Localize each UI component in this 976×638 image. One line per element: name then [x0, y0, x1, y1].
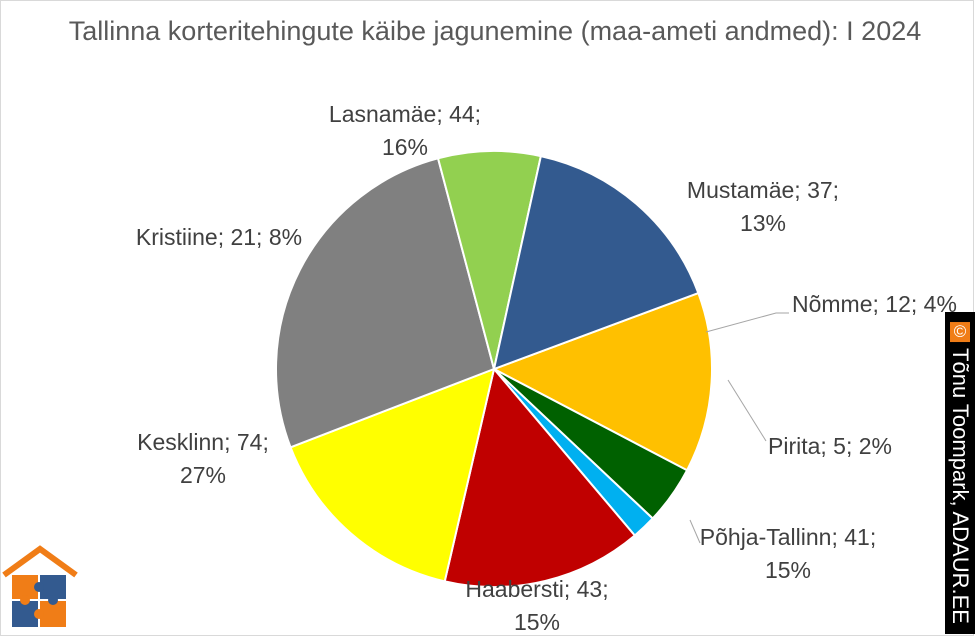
watermark-text-group: © Tõnu Toompark, ADAUR.EE — [947, 322, 973, 624]
leader-line-põhja-tallinn — [689, 519, 701, 544]
leader-lines — [689, 312, 789, 544]
data-label-põhja-tallinn: Põhja-Tallinn; 41; 15% — [700, 524, 876, 583]
pie-slices — [275, 150, 713, 588]
watermark-text: Tõnu Toompark, ADAUR.EE — [948, 348, 973, 624]
pie-slice-kesklinn — [275, 157, 496, 449]
copyright-icon: © — [950, 322, 970, 343]
pie-slice-haabersti — [289, 367, 496, 583]
pie-slice-kristiine — [436, 150, 543, 370]
data-label-pirita: Pirita; 5; 2% — [768, 433, 892, 459]
pie-slice-põhja-tallinn — [443, 366, 637, 588]
house-puzzle-logo-icon — [2, 545, 78, 627]
data-label-nõmme: Nõmme; 12; 4% — [792, 291, 957, 317]
watermark: © Tõnu Toompark, ADAUR.EE — [945, 312, 975, 634]
leader-line-nõmme — [705, 312, 789, 333]
logo-piece-4 — [40, 601, 66, 627]
data-labels: Mustamäe; 37; 13% Nõmme; 12; 4% Pirita; 5; … — [136, 101, 957, 635]
pie-slice-lasnamäe — [492, 154, 700, 371]
logo-knob-4 — [34, 609, 44, 619]
leader-line-pirita — [727, 379, 767, 442]
logo-knob-1 — [34, 582, 44, 592]
logo-piece-3 — [12, 601, 38, 627]
data-label-kesklinn: Kesklinn; 74; 27% — [137, 429, 269, 488]
data-label-kristiine: Kristiine; 21; 8% — [136, 224, 302, 250]
data-label-haabersti: Haabersti; 43; 15% — [465, 576, 608, 635]
logo-knob-3 — [48, 595, 58, 605]
chart-title: Tallinna korteritehingute käibe jagunemi… — [68, 16, 922, 46]
data-label-lasnamäe: Lasnamäe; 44; 16% — [329, 101, 481, 160]
logo-knob-2 — [20, 595, 30, 605]
logo-roof — [2, 545, 78, 578]
pie-slice-mustamäe — [491, 291, 713, 472]
data-label-mustamäe: Mustamäe; 37; 13% — [687, 177, 839, 236]
